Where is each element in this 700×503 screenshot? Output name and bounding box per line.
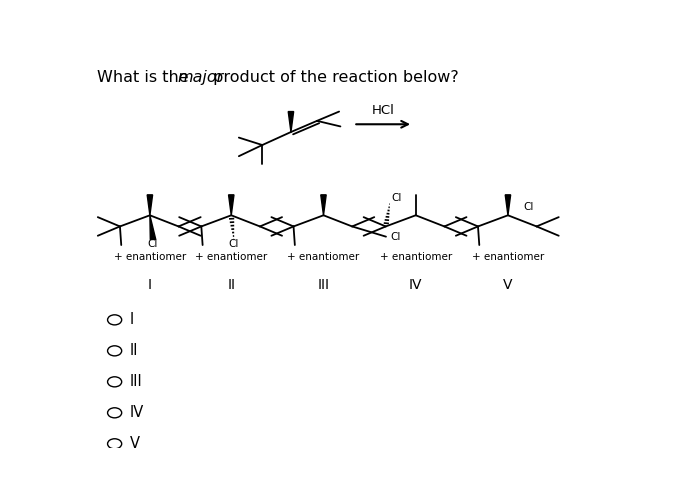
Polygon shape	[150, 215, 155, 239]
Text: I: I	[130, 312, 134, 327]
Polygon shape	[321, 195, 326, 215]
Text: Cl: Cl	[391, 232, 400, 241]
Text: + enantiomer: + enantiomer	[379, 253, 452, 263]
Text: III: III	[318, 278, 330, 292]
Polygon shape	[288, 112, 294, 132]
Text: II: II	[130, 344, 139, 358]
Text: + enantiomer: + enantiomer	[288, 253, 360, 263]
Text: What is the: What is the	[97, 70, 194, 85]
Text: product of the reaction below?: product of the reaction below?	[209, 70, 459, 85]
Text: II: II	[228, 278, 235, 292]
Polygon shape	[147, 195, 153, 215]
Text: IV: IV	[409, 278, 423, 292]
Text: V: V	[503, 278, 512, 292]
Text: Cl: Cl	[392, 193, 402, 203]
Text: III: III	[130, 374, 143, 389]
Polygon shape	[505, 195, 511, 215]
Text: Cl: Cl	[229, 239, 239, 249]
Text: + enantiomer: + enantiomer	[114, 253, 186, 263]
Text: V: V	[130, 436, 140, 451]
Text: + enantiomer: + enantiomer	[195, 253, 267, 263]
Text: + enantiomer: + enantiomer	[472, 253, 544, 263]
Text: I: I	[148, 278, 152, 292]
Text: Cl: Cl	[524, 202, 534, 212]
Text: Cl: Cl	[148, 239, 158, 249]
Text: major: major	[178, 70, 224, 85]
Text: HCl: HCl	[372, 104, 395, 117]
Polygon shape	[228, 195, 234, 215]
Text: IV: IV	[130, 405, 144, 421]
